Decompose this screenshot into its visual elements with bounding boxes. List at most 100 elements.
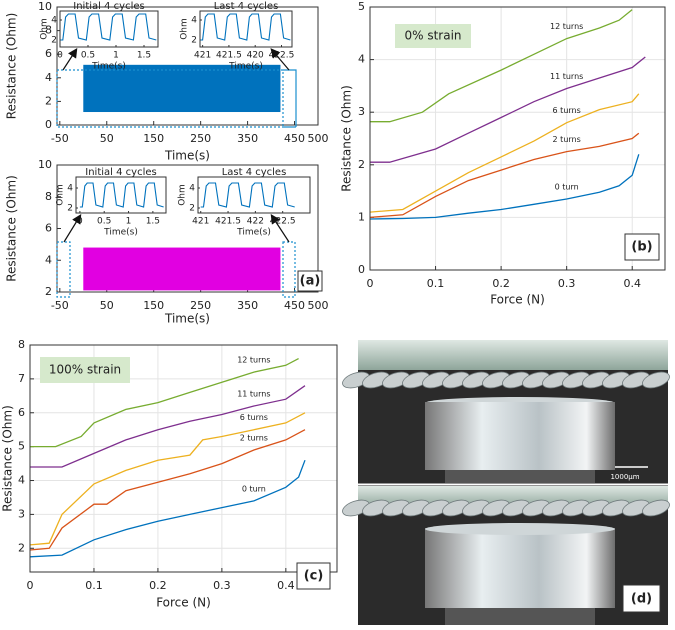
y-axis-label: Resistance (Ohm) bbox=[1, 405, 15, 512]
x-tick-label: -50 bbox=[51, 132, 69, 145]
series-line bbox=[29, 459, 306, 558]
cylinder bbox=[425, 402, 615, 470]
series-line bbox=[30, 358, 299, 448]
plot-frame bbox=[56, 6, 319, 126]
x-tick-label: 1 bbox=[126, 217, 132, 227]
panel-label: (c) bbox=[304, 569, 324, 584]
plot-area bbox=[370, 7, 665, 270]
x-tick-label: 150 bbox=[143, 299, 164, 312]
series-line bbox=[29, 429, 306, 551]
x-tick-label: 350 bbox=[237, 299, 258, 312]
y-axis-label: Resistance (Ohm) bbox=[340, 85, 354, 192]
x-tick-label: 1.5 bbox=[137, 51, 151, 61]
charts: -50 50 150 250 350 450 5000246810Time(s)Resist… bbox=[1, 0, 666, 610]
plot-frame bbox=[59, 10, 159, 48]
x-tick-label: 500 bbox=[308, 299, 329, 312]
x-tick-label: 500 bbox=[308, 132, 329, 145]
x-tick-label: 0.3 bbox=[213, 579, 231, 592]
cylinder bbox=[425, 528, 615, 608]
inset-title: Last 4 cycles bbox=[214, 1, 279, 12]
y-tick-label: 0 bbox=[358, 263, 365, 276]
plot-frame bbox=[29, 344, 338, 573]
y-tick-label: 4 bbox=[67, 184, 73, 194]
inset-x-label: Time(s) bbox=[228, 62, 263, 72]
panel-label-box bbox=[622, 584, 661, 613]
y-tick-label: 7 bbox=[18, 372, 25, 385]
series-label: 0 turn bbox=[555, 182, 579, 191]
plot-frame bbox=[369, 6, 666, 271]
x-tick-label: 0.2 bbox=[492, 277, 510, 290]
scale-bar-label: 1000μm bbox=[610, 473, 639, 481]
y-tick-label: 2 bbox=[51, 36, 57, 46]
series-line bbox=[369, 132, 640, 219]
y-tick-label: 5 bbox=[18, 440, 25, 453]
inset-y-label: Ohm bbox=[180, 18, 190, 40]
annotation: 0% strain bbox=[404, 29, 461, 43]
y-tick-label: 1 bbox=[358, 210, 365, 223]
x-tick-label: -50 bbox=[51, 299, 69, 312]
annotation: 100% strain bbox=[49, 363, 121, 377]
y-axis-label: Resistance (Ohm) bbox=[5, 175, 19, 282]
panel-label-box bbox=[624, 233, 660, 261]
x-tick-label: 150 bbox=[143, 132, 164, 145]
plot-area bbox=[200, 11, 292, 47]
y-tick-label: 2 bbox=[67, 204, 73, 214]
series-line bbox=[369, 154, 640, 220]
y-tick-label: 4 bbox=[358, 53, 365, 66]
x-tick-label: 421 bbox=[194, 51, 211, 61]
inset-title: Initial 4 cycles bbox=[73, 1, 144, 12]
y-tick-label: 2 bbox=[18, 541, 25, 554]
x-tick-label: 350 bbox=[237, 132, 258, 145]
y-tick-label: 3 bbox=[18, 507, 25, 520]
series-line bbox=[200, 182, 295, 208]
series-label: 2 turns bbox=[553, 135, 581, 144]
x-tick-label: 50 bbox=[100, 132, 114, 145]
y-tick-label: 2 bbox=[45, 94, 52, 107]
x-tick-label: 0.4 bbox=[623, 277, 641, 290]
y-tick-label: 0 bbox=[45, 118, 52, 131]
x-axis-label: Force (N) bbox=[156, 596, 211, 610]
series-label: 12 turns bbox=[237, 356, 270, 365]
y-tick-label: 4 bbox=[18, 474, 25, 487]
series-line bbox=[369, 93, 640, 213]
plot-frame bbox=[56, 164, 319, 293]
y-tick-label: 10 bbox=[38, 0, 52, 13]
series-label: 0 turn bbox=[242, 484, 266, 493]
plot-frame bbox=[197, 176, 311, 214]
x-tick-label: 0 bbox=[57, 51, 63, 61]
panel-label: (d) bbox=[631, 592, 652, 607]
series-line bbox=[29, 412, 306, 546]
arrow bbox=[270, 48, 290, 71]
series-line bbox=[200, 13, 291, 41]
x-tick-label: 0.5 bbox=[97, 217, 111, 227]
panel-label: (b) bbox=[631, 240, 652, 255]
y-tick-label: 8 bbox=[18, 338, 25, 351]
x-tick-label: 250 bbox=[190, 132, 211, 145]
photo-panel: 1000μm (d) bbox=[342, 340, 670, 625]
arrow bbox=[62, 47, 78, 71]
inset-y-label: Ohm bbox=[178, 184, 188, 206]
arrow bbox=[270, 213, 290, 243]
x-tick-label: 421 bbox=[192, 217, 209, 227]
series-label: 2 turns bbox=[240, 434, 268, 443]
y-tick-label: 4 bbox=[45, 71, 52, 84]
plot-area bbox=[60, 11, 158, 47]
y-tick-label: 8 bbox=[45, 24, 52, 37]
y-tick-label: 10 bbox=[38, 158, 52, 171]
y-tick-label: 2 bbox=[358, 158, 365, 171]
panel-label: (a) bbox=[300, 274, 321, 289]
inset-title: Last 4 cycles bbox=[222, 167, 287, 178]
x-axis-label: Time(s) bbox=[164, 312, 210, 326]
y-tick-label: 6 bbox=[18, 406, 25, 419]
series-line bbox=[60, 13, 157, 41]
y-tick-label: 4 bbox=[189, 184, 195, 194]
x-tick-label: 0 bbox=[77, 217, 83, 227]
series-line bbox=[30, 385, 306, 468]
x-tick-label: 0.5 bbox=[81, 51, 95, 61]
plot-frame bbox=[199, 10, 293, 48]
annotation-box bbox=[395, 24, 471, 48]
y-tick-label: 4 bbox=[45, 253, 52, 266]
